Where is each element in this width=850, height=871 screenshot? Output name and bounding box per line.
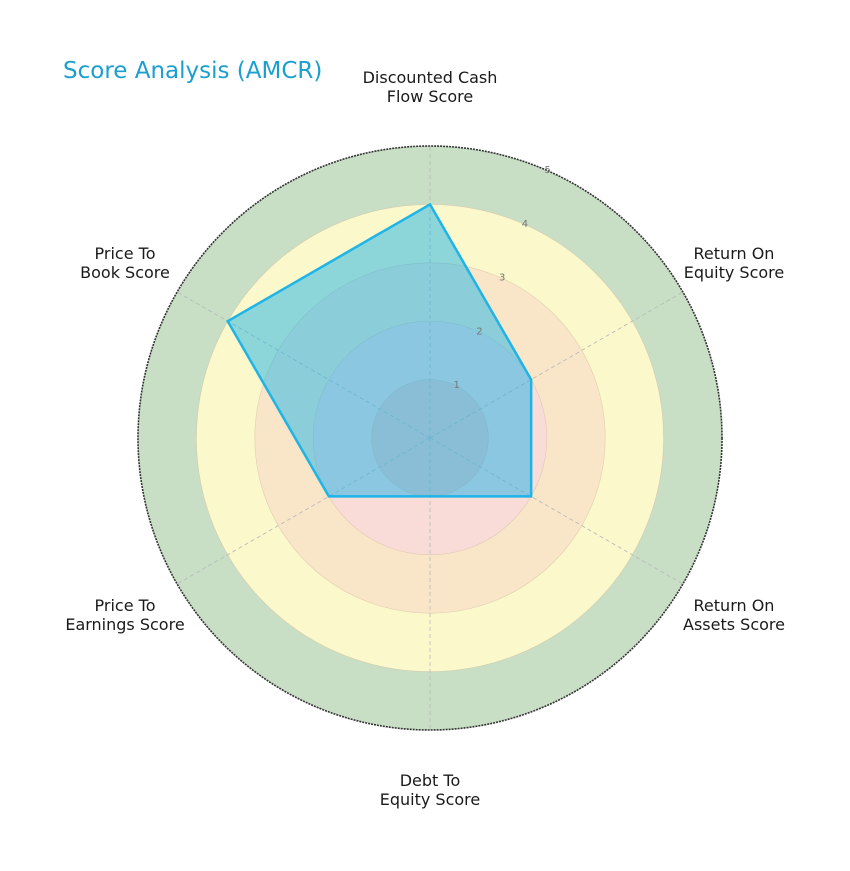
axis-label: Price To Book Score — [80, 244, 170, 282]
axis-label: Return On Equity Score — [684, 244, 785, 282]
axis-label: Price To Earnings Score — [65, 596, 184, 634]
radial-tick-labels: 1 2 3 4 5 — [454, 165, 551, 391]
axis-label: Discounted Cash Flow Score — [363, 68, 498, 106]
tick-label: 1 — [454, 380, 460, 391]
grid-circle — [137, 145, 723, 731]
chart-title: Score Analysis (AMCR) — [63, 58, 323, 84]
axis-label: Return On Assets Score — [683, 596, 785, 634]
axis-labels: Discounted Cash Flow Score Return On Equity… — [65, 68, 785, 809]
tick-label: 4 — [522, 219, 528, 230]
data-polygon — [225, 202, 533, 498]
axis-label: Debt To Equity Score — [380, 771, 481, 809]
series-polygon — [225, 202, 533, 498]
tick-label: 2 — [476, 326, 482, 337]
tick-label: 5 — [545, 165, 551, 176]
tick-label: 3 — [499, 273, 505, 284]
